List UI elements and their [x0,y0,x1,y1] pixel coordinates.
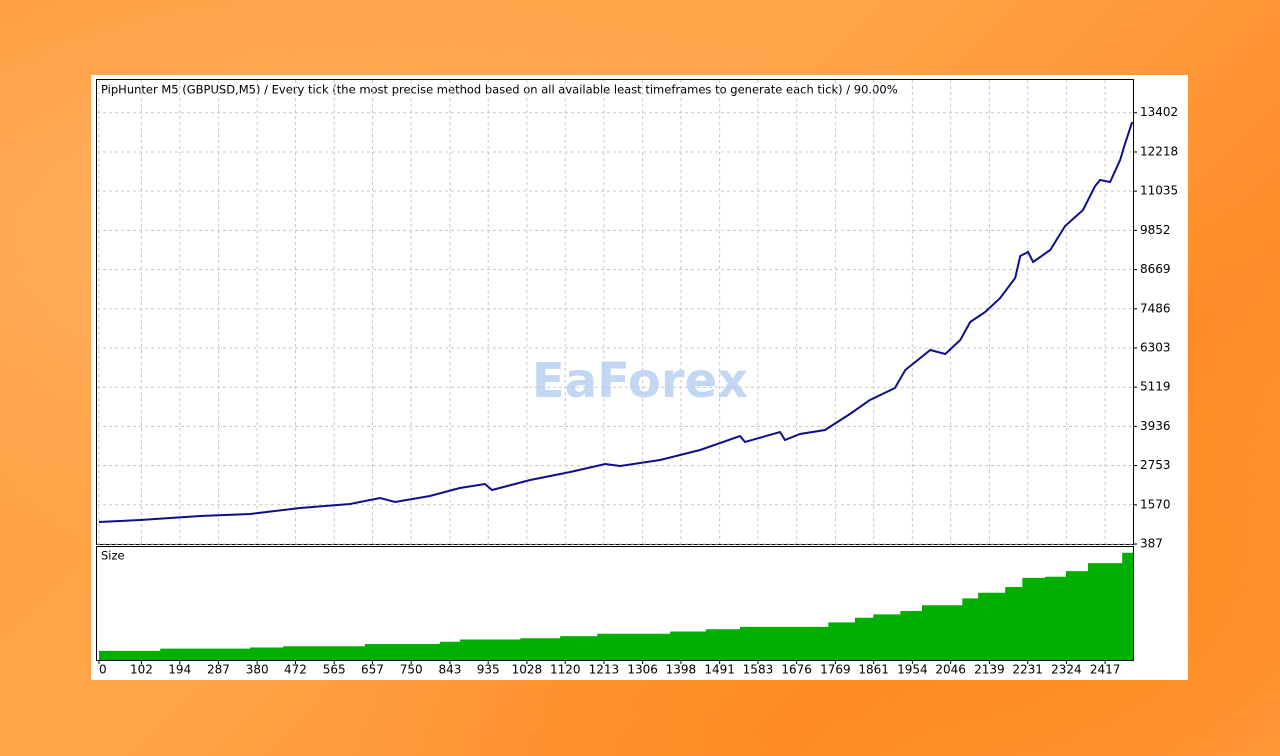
x-tick-label: 472 [284,663,307,677]
x-tick-label: 1120 [550,663,581,677]
x-tick-label: 1769 [820,663,851,677]
y-tick-label: 7486 [1140,301,1171,315]
x-tick-label: 1491 [704,663,735,677]
x-tick-label: 1954 [897,663,928,677]
watermark: EaForex [532,353,748,409]
x-tick-label: 380 [246,663,269,677]
x-tick-label: 2324 [1051,663,1082,677]
y-tick-label: 2753 [1140,458,1171,472]
size-title: Size [101,549,125,563]
x-tick-label: 194 [168,663,191,677]
x-tick-label: 935 [477,663,500,677]
equity-line [98,121,1134,523]
x-tick-label: 1028 [512,663,543,677]
y-tick-label: 5119 [1140,380,1171,394]
x-tick-label: 843 [438,663,461,677]
x-tick-label: 750 [400,663,423,677]
x-tick-label: 1398 [666,663,697,677]
x-tick-label: 0 [99,663,107,677]
y-tick-label: 12218 [1140,144,1178,158]
x-tick-label: 1306 [627,663,658,677]
size-area [99,552,1133,660]
y-tick-label: 3936 [1140,419,1171,433]
x-tick-label: 2139 [974,663,1005,677]
x-tick-label: 1213 [589,663,620,677]
x-tick-label: 102 [130,663,153,677]
y-tick-label: 6303 [1140,340,1171,354]
y-tick-label: 9852 [1140,223,1171,237]
x-tick-label: 2231 [1012,663,1043,677]
chart-title: PipHunter M5 (GBPUSD,M5) / Every tick (t… [101,83,898,97]
x-tick-label: 657 [361,663,384,677]
x-tick-label: 565 [323,663,346,677]
x-tick-label: 1583 [743,663,774,677]
x-tick-label: 287 [207,663,230,677]
x-tick-label: 1861 [858,663,889,677]
main-frame [96,79,1134,545]
y-tick-label: 11035 [1140,184,1178,198]
y-tick-label: 13402 [1140,105,1178,119]
x-tick-label: 1676 [781,663,812,677]
x-tick-label: 2046 [935,663,966,677]
y-tick-label: 8669 [1140,262,1171,276]
y-tick-label: 387 [1140,537,1163,551]
x-tick-label: 2417 [1090,663,1121,677]
y-tick-label: 1570 [1140,497,1171,511]
